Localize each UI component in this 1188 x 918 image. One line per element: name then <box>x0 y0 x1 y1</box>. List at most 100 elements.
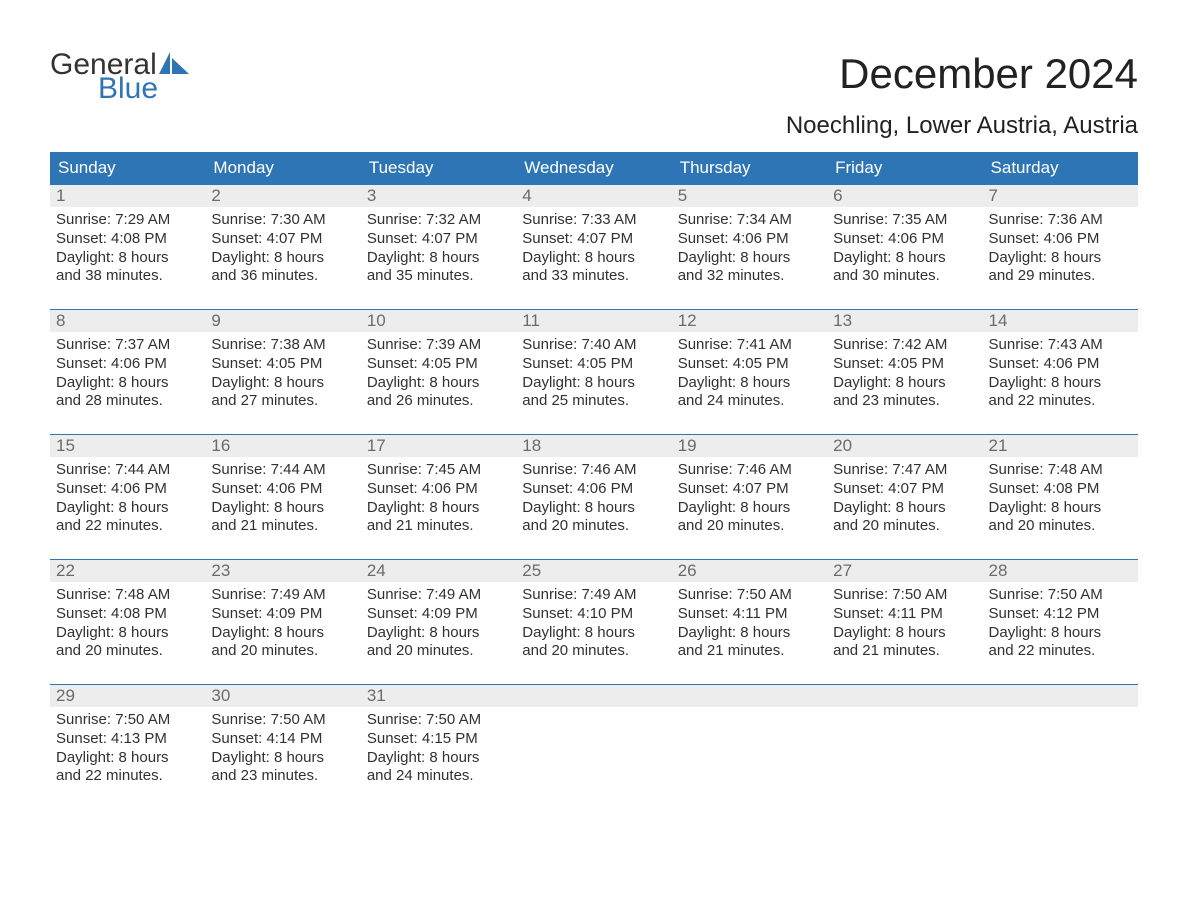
daylight-line1: Daylight: 8 hours <box>56 624 199 643</box>
calendar-day: 23Sunrise: 7:49 AMSunset: 4:09 PMDayligh… <box>205 560 360 684</box>
weekday-label: Sunday <box>50 152 205 184</box>
sunset-text: Sunset: 4:05 PM <box>367 355 510 374</box>
day-details: Sunrise: 7:38 AMSunset: 4:05 PMDaylight:… <box>205 332 360 411</box>
sunrise-text: Sunrise: 7:50 AM <box>678 586 821 605</box>
sunset-text: Sunset: 4:10 PM <box>522 605 665 624</box>
sunrise-text: Sunrise: 7:41 AM <box>678 336 821 355</box>
sunrise-text: Sunrise: 7:50 AM <box>989 586 1132 605</box>
day-details: Sunrise: 7:44 AMSunset: 4:06 PMDaylight:… <box>50 457 205 536</box>
calendar-week: 22Sunrise: 7:48 AMSunset: 4:08 PMDayligh… <box>50 559 1138 684</box>
day-number: 18 <box>516 435 671 457</box>
day-number: 11 <box>516 310 671 332</box>
day-details: Sunrise: 7:36 AMSunset: 4:06 PMDaylight:… <box>983 207 1138 286</box>
header: General Blue December 2024 Noechling, Lo… <box>50 50 1138 140</box>
daylight-line2: and 22 minutes. <box>56 767 199 786</box>
daylight-line1: Daylight: 8 hours <box>211 374 354 393</box>
calendar-day: 13Sunrise: 7:42 AMSunset: 4:05 PMDayligh… <box>827 310 982 434</box>
day-number: 30 <box>205 685 360 707</box>
sunrise-text: Sunrise: 7:42 AM <box>833 336 976 355</box>
brand-logo: General Blue <box>50 50 189 104</box>
calendar-day: 9Sunrise: 7:38 AMSunset: 4:05 PMDaylight… <box>205 310 360 434</box>
daylight-line1: Daylight: 8 hours <box>211 749 354 768</box>
day-details: Sunrise: 7:50 AMSunset: 4:15 PMDaylight:… <box>361 707 516 786</box>
sunset-text: Sunset: 4:06 PM <box>989 230 1132 249</box>
sunrise-text: Sunrise: 7:48 AM <box>56 586 199 605</box>
day-number: 14 <box>983 310 1138 332</box>
daylight-line1: Daylight: 8 hours <box>522 624 665 643</box>
sunset-text: Sunset: 4:06 PM <box>56 355 199 374</box>
daylight-line2: and 29 minutes. <box>989 267 1132 286</box>
sunrise-text: Sunrise: 7:35 AM <box>833 211 976 230</box>
day-number: 27 <box>827 560 982 582</box>
sunset-text: Sunset: 4:07 PM <box>833 480 976 499</box>
day-number: 20 <box>827 435 982 457</box>
day-number <box>516 685 671 707</box>
sunset-text: Sunset: 4:06 PM <box>989 355 1132 374</box>
daylight-line2: and 22 minutes. <box>989 392 1132 411</box>
day-details: Sunrise: 7:40 AMSunset: 4:05 PMDaylight:… <box>516 332 671 411</box>
daylight-line2: and 27 minutes. <box>211 392 354 411</box>
calendar-day: 12Sunrise: 7:41 AMSunset: 4:05 PMDayligh… <box>672 310 827 434</box>
daylight-line2: and 38 minutes. <box>56 267 199 286</box>
day-details: Sunrise: 7:34 AMSunset: 4:06 PMDaylight:… <box>672 207 827 286</box>
daylight-line2: and 20 minutes. <box>522 517 665 536</box>
sunset-text: Sunset: 4:13 PM <box>56 730 199 749</box>
calendar-day: 7Sunrise: 7:36 AMSunset: 4:06 PMDaylight… <box>983 185 1138 309</box>
sunset-text: Sunset: 4:05 PM <box>211 355 354 374</box>
day-details: Sunrise: 7:44 AMSunset: 4:06 PMDaylight:… <box>205 457 360 536</box>
day-number <box>827 685 982 707</box>
sunrise-text: Sunrise: 7:29 AM <box>56 211 199 230</box>
calendar-day: 5Sunrise: 7:34 AMSunset: 4:06 PMDaylight… <box>672 185 827 309</box>
daylight-line2: and 20 minutes. <box>522 642 665 661</box>
sunrise-text: Sunrise: 7:46 AM <box>522 461 665 480</box>
daylight-line1: Daylight: 8 hours <box>678 374 821 393</box>
sunset-text: Sunset: 4:11 PM <box>833 605 976 624</box>
sunrise-text: Sunrise: 7:49 AM <box>522 586 665 605</box>
sunset-text: Sunset: 4:06 PM <box>211 480 354 499</box>
calendar-day: 11Sunrise: 7:40 AMSunset: 4:05 PMDayligh… <box>516 310 671 434</box>
calendar-day: 20Sunrise: 7:47 AMSunset: 4:07 PMDayligh… <box>827 435 982 559</box>
day-details: Sunrise: 7:50 AMSunset: 4:14 PMDaylight:… <box>205 707 360 786</box>
daylight-line2: and 36 minutes. <box>211 267 354 286</box>
daylight-line2: and 25 minutes. <box>522 392 665 411</box>
calendar-day: 24Sunrise: 7:49 AMSunset: 4:09 PMDayligh… <box>361 560 516 684</box>
location: Noechling, Lower Austria, Austria <box>786 112 1138 140</box>
sunrise-text: Sunrise: 7:32 AM <box>367 211 510 230</box>
sunrise-text: Sunrise: 7:44 AM <box>56 461 199 480</box>
day-details: Sunrise: 7:29 AMSunset: 4:08 PMDaylight:… <box>50 207 205 286</box>
daylight-line2: and 30 minutes. <box>833 267 976 286</box>
calendar-week: 8Sunrise: 7:37 AMSunset: 4:06 PMDaylight… <box>50 309 1138 434</box>
day-number: 23 <box>205 560 360 582</box>
calendar-document: General Blue December 2024 Noechling, Lo… <box>50 50 1138 809</box>
daylight-line1: Daylight: 8 hours <box>833 624 976 643</box>
sunset-text: Sunset: 4:05 PM <box>678 355 821 374</box>
sunrise-text: Sunrise: 7:50 AM <box>56 711 199 730</box>
sunset-text: Sunset: 4:08 PM <box>56 230 199 249</box>
sunset-text: Sunset: 4:07 PM <box>522 230 665 249</box>
daylight-line1: Daylight: 8 hours <box>522 249 665 268</box>
calendar-day: 30Sunrise: 7:50 AMSunset: 4:14 PMDayligh… <box>205 685 360 809</box>
day-details: Sunrise: 7:46 AMSunset: 4:07 PMDaylight:… <box>672 457 827 536</box>
brand-line2: Blue <box>98 74 189 104</box>
daylight-line1: Daylight: 8 hours <box>367 249 510 268</box>
sunset-text: Sunset: 4:12 PM <box>989 605 1132 624</box>
daylight-line1: Daylight: 8 hours <box>522 374 665 393</box>
daylight-line1: Daylight: 8 hours <box>56 749 199 768</box>
day-number: 5 <box>672 185 827 207</box>
daylight-line2: and 26 minutes. <box>367 392 510 411</box>
daylight-line2: and 21 minutes. <box>367 517 510 536</box>
sunrise-text: Sunrise: 7:36 AM <box>989 211 1132 230</box>
month-title: December 2024 <box>786 50 1138 98</box>
day-number: 29 <box>50 685 205 707</box>
day-details: Sunrise: 7:49 AMSunset: 4:09 PMDaylight:… <box>361 582 516 661</box>
sunset-text: Sunset: 4:07 PM <box>367 230 510 249</box>
sunset-text: Sunset: 4:11 PM <box>678 605 821 624</box>
day-number <box>983 685 1138 707</box>
sunrise-text: Sunrise: 7:43 AM <box>989 336 1132 355</box>
daylight-line1: Daylight: 8 hours <box>522 499 665 518</box>
daylight-line1: Daylight: 8 hours <box>833 499 976 518</box>
daylight-line2: and 33 minutes. <box>522 267 665 286</box>
sunset-text: Sunset: 4:07 PM <box>678 480 821 499</box>
day-number: 17 <box>361 435 516 457</box>
day-details: Sunrise: 7:32 AMSunset: 4:07 PMDaylight:… <box>361 207 516 286</box>
